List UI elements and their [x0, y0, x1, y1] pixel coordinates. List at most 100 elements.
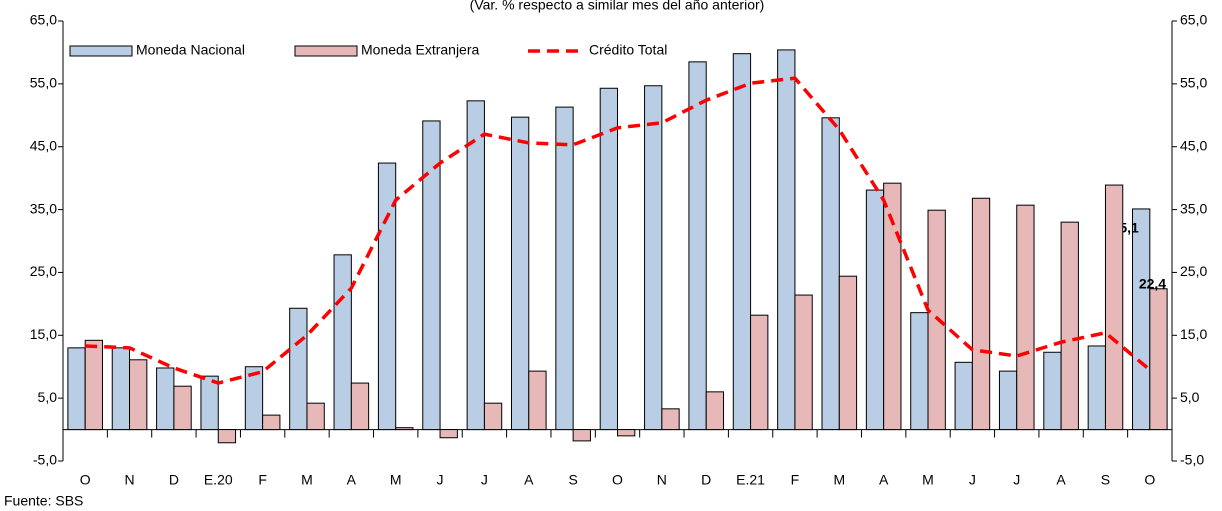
bar [572, 429, 591, 442]
x-tick-label: F [258, 472, 267, 488]
x-tick-label: A [1056, 472, 1066, 488]
bar [910, 312, 929, 431]
x-tick-label: M [390, 472, 402, 488]
bar [333, 254, 352, 431]
bar [971, 197, 991, 431]
bar [377, 162, 397, 431]
x-tick-label: E.21 [736, 472, 765, 488]
bar [111, 347, 131, 431]
x-tick-label: D [701, 472, 711, 488]
y2-tick-label: -5,0 [1180, 452, 1204, 468]
legend-label: Moneda Extranjera [361, 42, 480, 58]
bar [67, 347, 86, 431]
x-tick-label: N [124, 472, 134, 488]
bar [617, 429, 636, 437]
bar [528, 370, 547, 431]
x-tick-label: A [347, 472, 357, 488]
x-tick-label: J [437, 472, 444, 488]
bar [1132, 208, 1151, 431]
bar [838, 275, 858, 431]
y-tick-label: -5,0 [33, 452, 57, 468]
y-tick-label: 15,0 [30, 326, 57, 342]
bar [883, 182, 902, 431]
bar [661, 408, 680, 431]
bar [1104, 184, 1124, 431]
x-tick-label: O [1144, 472, 1155, 488]
x-tick-label: M [833, 472, 845, 488]
chart-subtitle: (Var. % respecto a similar mes del año a… [470, 0, 765, 13]
x-tick-label: A [524, 472, 534, 488]
bar [84, 339, 103, 431]
y2-tick-label: 25,0 [1180, 263, 1207, 279]
legend-swatch [69, 45, 133, 57]
y2-tick-label: 55,0 [1180, 75, 1207, 91]
bar [1060, 221, 1079, 431]
bar [466, 100, 485, 431]
y-tick-label: 55,0 [30, 75, 57, 91]
x-tick-label: O [80, 472, 91, 488]
y-tick-label: 5,0 [38, 389, 58, 405]
line [85, 76, 1151, 385]
x-tick-label: J [481, 472, 488, 488]
bar [439, 429, 458, 439]
x-tick-label: J [969, 472, 976, 488]
y-tick-label: 45,0 [30, 137, 57, 153]
x-tick-label: A [879, 472, 889, 488]
bar [173, 385, 192, 431]
bar [129, 359, 148, 431]
bar [156, 367, 175, 431]
legend-label: Crédito Total [589, 42, 667, 58]
legend-swatch [294, 45, 358, 57]
bar [688, 61, 707, 431]
source: Fuente: SBS [4, 493, 83, 509]
y2-tick-label: 65,0 [1180, 12, 1207, 28]
x-tick-label: S [1101, 472, 1110, 488]
bar [1043, 351, 1062, 431]
x-tick-label: D [169, 472, 179, 488]
x-tick-label: M [301, 472, 313, 488]
bar [1016, 204, 1035, 431]
bar [289, 307, 308, 431]
bar [750, 314, 769, 431]
x-tick-label: M [922, 472, 934, 488]
bar [821, 117, 840, 431]
bar [555, 106, 574, 431]
bar [1149, 288, 1168, 431]
y-tick-label: 65,0 [30, 12, 57, 28]
bar [794, 294, 813, 431]
x-tick-label: F [791, 472, 800, 488]
bar [777, 49, 796, 431]
legend-label: Moneda Nacional [136, 42, 245, 58]
x-tick-label: E.20 [204, 472, 233, 488]
y2-tick-label: 45,0 [1180, 137, 1207, 153]
y2-tick-label: 15,0 [1180, 326, 1207, 342]
bar [483, 402, 503, 431]
bar [954, 361, 973, 431]
y-tick-label: 35,0 [30, 200, 57, 216]
bar [422, 120, 441, 431]
bar [200, 375, 219, 431]
bar [705, 391, 725, 431]
data-label: 22,4 [1139, 275, 1166, 291]
y2-tick-label: 5,0 [1180, 389, 1200, 405]
bar [306, 402, 325, 431]
bar [244, 366, 264, 431]
y-tick-label: 25,0 [30, 263, 57, 279]
bar [1087, 345, 1106, 431]
bar [732, 53, 752, 431]
bar [395, 427, 414, 431]
bar [262, 414, 281, 431]
bar [217, 429, 237, 444]
bar [644, 85, 663, 431]
bar [350, 382, 370, 431]
y2-tick-label: 35,0 [1180, 200, 1207, 216]
bar [865, 189, 885, 431]
x-tick-label: O [612, 472, 623, 488]
x-tick-label: N [657, 472, 667, 488]
bar [599, 87, 618, 431]
bar [510, 116, 530, 431]
x-tick-label: S [568, 472, 577, 488]
x-tick-label: J [1013, 472, 1020, 488]
bar [998, 370, 1018, 431]
